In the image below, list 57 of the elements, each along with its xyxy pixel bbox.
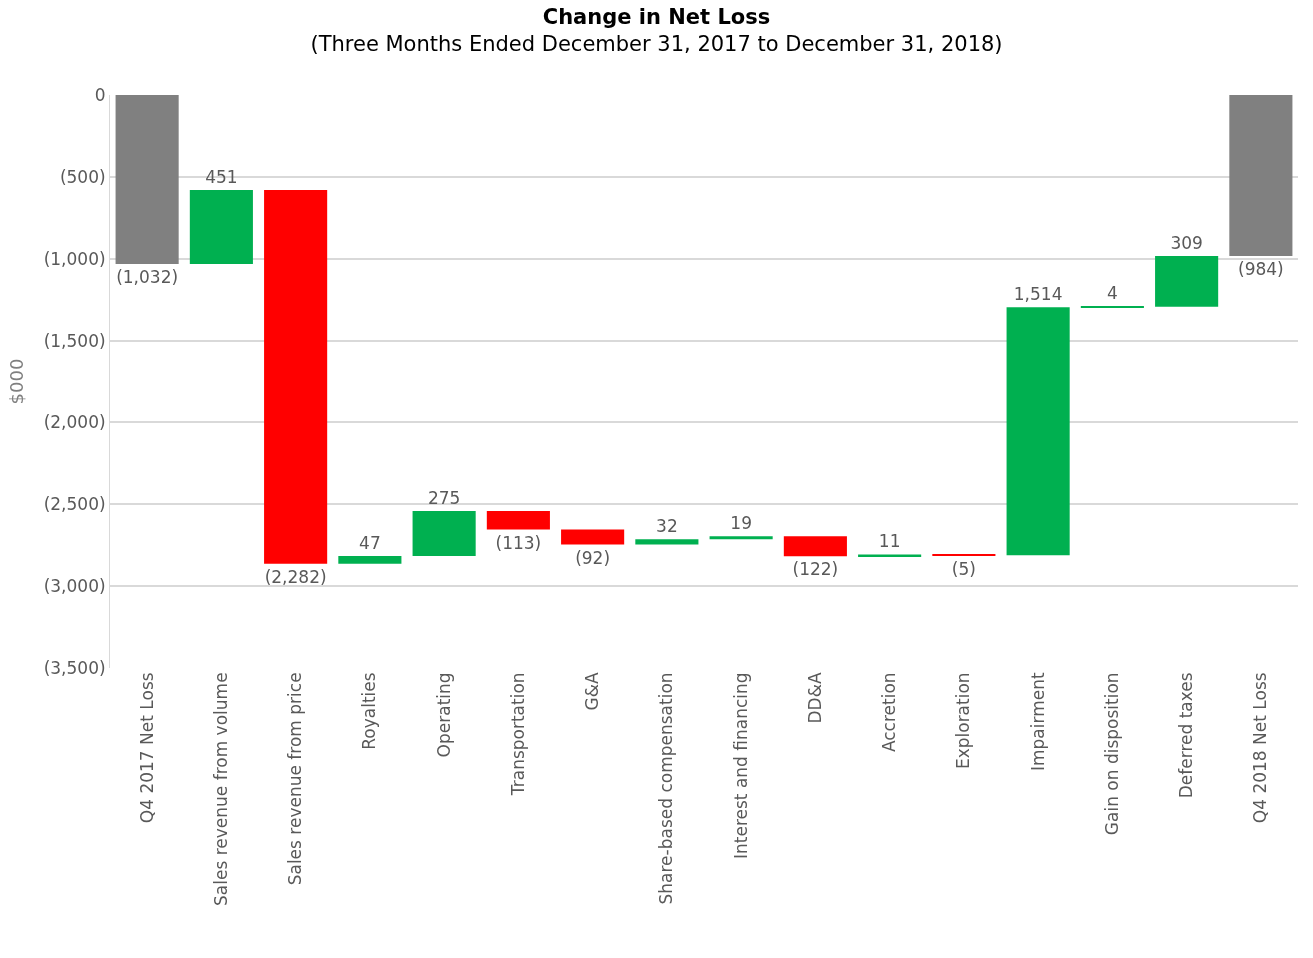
x-tick-label: Sales revenue from price [285,672,306,886]
y-tick-label: (1,500) [43,330,106,351]
y-tick-label: (3,000) [43,576,106,597]
data-label: (113) [495,532,542,553]
y-axis-title: $000 [5,358,27,405]
data-label: 47 [359,533,381,554]
x-tick-label: Q4 2018 Net Loss [1250,672,1271,824]
bar [709,536,773,540]
bar [1229,95,1293,257]
x-tick-label: Accretion [879,672,900,753]
x-tick-label: G&A [582,672,603,711]
data-label: 451 [205,167,238,188]
chart-subtitle: (Three Months Ended December 31, 2017 to December 31, 2018) [310,32,1003,57]
y-tick-label: (1,000) [43,248,106,269]
bar [338,556,402,564]
bar [858,554,922,557]
x-tick-label: Gain on disposition [1101,672,1122,836]
data-label: 1,514 [1013,284,1063,305]
x-tick-label: Sales revenue from volume [210,672,231,907]
x-tick-label: Transportation [507,672,528,797]
data-label: (2,282) [264,566,327,587]
x-tick-label: Deferred taxes [1176,672,1197,799]
y-tick-label: (3,500) [43,657,106,678]
data-label: 11 [878,531,901,552]
bar [1155,256,1219,307]
x-tick-label: Operating [433,672,454,758]
data-label: 309 [1170,233,1203,254]
bar [561,529,625,545]
x-tick-label: Share-based compensation [656,672,677,905]
bar [264,190,328,564]
y-tick-label: 0 [94,84,106,105]
data-label: (122) [792,559,839,580]
x-tick-label: Royalties [359,672,380,750]
data-label: 19 [730,513,752,534]
bar [635,539,699,545]
x-tick-label: Impairment [1027,672,1048,772]
data-label: (1,032) [116,266,179,287]
data-label: (984) [1238,259,1284,280]
bar [189,190,253,264]
data-label: 32 [656,516,678,537]
x-tick-label: Interest and financing [730,672,751,860]
bar [412,511,476,557]
x-tick-label: Exploration [953,672,974,770]
x-tick-label: DD&A [804,672,825,724]
y-tick-label: (500) [59,166,106,187]
data-label: (5) [951,559,976,579]
data-label: 275 [427,488,461,508]
bar [783,536,847,557]
x-tick-label: Q4 2017 Net Loss [136,672,157,824]
data-label: 4 [1106,283,1118,303]
bar [1006,307,1070,556]
bar [115,95,179,264]
y-tick-label: (2,000) [43,412,106,433]
chart-title: Change in Net Loss [542,4,771,29]
y-tick-label: (2,500) [43,494,106,515]
bar [486,511,550,530]
data-label: (92) [575,547,611,568]
